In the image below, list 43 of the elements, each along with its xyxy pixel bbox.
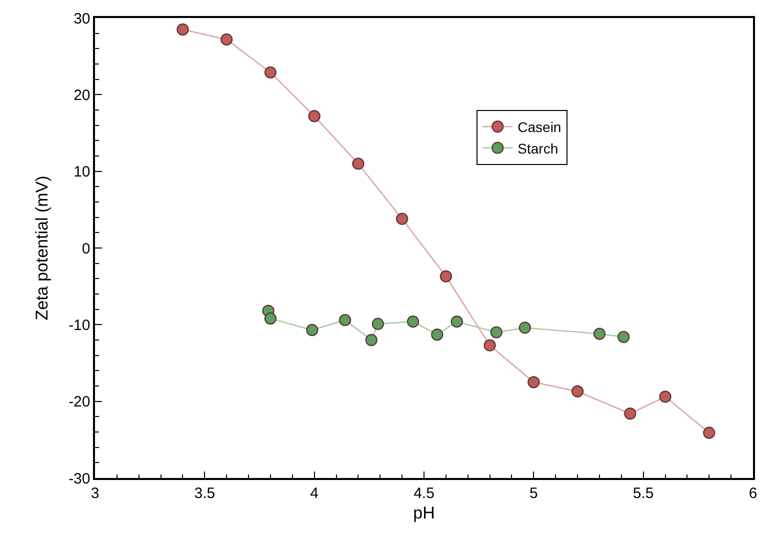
point: [617, 330, 630, 344]
point: [372, 318, 384, 330]
x-tick-label: 6: [748, 484, 758, 502]
point: [593, 328, 606, 340]
point: [338, 314, 352, 326]
point: [220, 33, 233, 46]
y-tick-label: -30: [68, 470, 90, 488]
point: [306, 324, 318, 336]
legend-label: Casein: [518, 119, 562, 136]
point: [518, 322, 531, 334]
x-tick-label: 5.5: [632, 484, 654, 502]
point: [571, 385, 584, 398]
x-tick-label: 3: [90, 484, 100, 502]
point: [490, 326, 502, 338]
y-tick-label: 30: [74, 10, 90, 28]
point: [450, 316, 463, 328]
point: [365, 334, 378, 346]
point: [396, 212, 408, 225]
point: [176, 23, 189, 36]
legend-label: Starch: [518, 140, 558, 156]
y-tick-label: 20: [74, 86, 90, 104]
point: [484, 339, 496, 352]
y-tick-label: 0: [82, 240, 90, 258]
point: [308, 110, 320, 122]
x-tick-label: 4: [310, 484, 318, 502]
y-tick-label: -20: [68, 394, 90, 411]
point: [624, 408, 636, 420]
point: [440, 270, 452, 282]
y-axis-title: Zeta potential (mV): [32, 176, 52, 320]
y-tick-label: 10: [74, 164, 90, 181]
point: [264, 312, 277, 325]
x-tick-label: 5: [530, 484, 538, 502]
point: [659, 390, 672, 403]
y-tick-label: -10: [68, 316, 90, 334]
x-tick-label: 3.5: [194, 484, 216, 502]
x-tick-label: 4.5: [414, 484, 434, 502]
point: [528, 376, 540, 388]
point: [703, 426, 716, 439]
point: [264, 66, 277, 79]
x-axis-title: pH: [413, 504, 435, 523]
point: [431, 328, 444, 341]
point: [406, 316, 420, 328]
point: [352, 158, 364, 170]
